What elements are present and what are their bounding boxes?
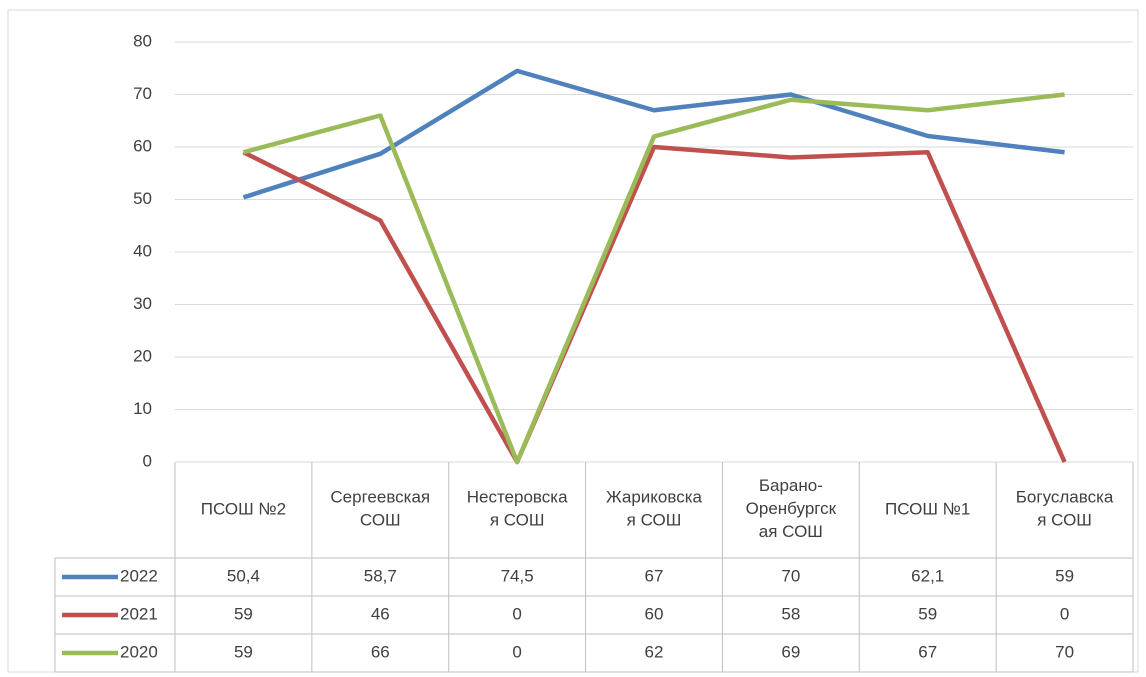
y-tick-label: 50 [133, 189, 152, 208]
chart-frame [7, 9, 1139, 673]
y-tick-label: 40 [133, 241, 152, 260]
table-value: 50,4 [227, 566, 260, 585]
category-label: Барано-Оренбургск ая СОШ [746, 476, 837, 541]
category-label: ПСОШ №1 [885, 499, 970, 518]
series-line [242, 144, 1067, 465]
table-value: 66 [371, 642, 390, 661]
table-value: 58,7 [364, 566, 397, 585]
table-value: 46 [371, 604, 390, 623]
legend-label: 2021 [120, 604, 158, 623]
y-tick-label: 70 [133, 84, 152, 103]
table-value: 59 [234, 604, 253, 623]
series-line [242, 92, 1065, 465]
table-value: 0 [512, 604, 521, 623]
y-tick-label: 0 [143, 451, 152, 470]
y-tick-label: 20 [133, 346, 152, 365]
table-value: 59 [1055, 566, 1074, 585]
y-tick-label: 60 [133, 136, 152, 155]
legend-label: 2022 [120, 566, 158, 585]
table-value: 62 [645, 642, 664, 661]
table-value: 59 [918, 604, 937, 623]
table-value: 58 [781, 604, 800, 623]
table-value: 59 [234, 642, 253, 661]
category-label: Богуславска я СОШ [1016, 488, 1114, 530]
series-line [242, 68, 1065, 200]
table-value: 0 [512, 642, 521, 661]
category-label: Жариковска я СОШ [606, 488, 703, 530]
category-label: Нестеровска я СОШ [467, 488, 568, 530]
legend-label: 2020 [120, 642, 158, 661]
table-value: 74,5 [501, 566, 534, 585]
y-tick-label: 30 [133, 294, 152, 313]
table-value: 62,1 [911, 566, 944, 585]
table-value: 60 [645, 604, 664, 623]
category-label: Сергеевская СОШ [330, 488, 430, 530]
category-label: ПСОШ №2 [201, 499, 286, 518]
table-value: 70 [1055, 642, 1074, 661]
table-value: 67 [645, 566, 664, 585]
y-tick-label: 80 [133, 31, 152, 50]
table-value: 69 [781, 642, 800, 661]
table-value: 67 [918, 642, 937, 661]
y-tick-label: 10 [133, 399, 152, 418]
table-value: 0 [1060, 604, 1069, 623]
table-value: 70 [781, 566, 800, 585]
